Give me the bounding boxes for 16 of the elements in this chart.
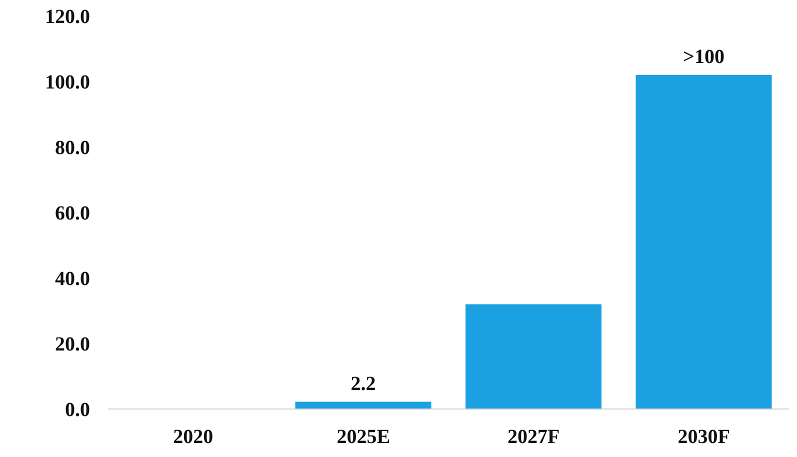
y-tick-label: 80.0 [55,137,90,160]
x-tick-label: 2025E [336,426,390,448]
y-tick-label: 40.0 [55,268,90,290]
data-label: 2.2 [350,372,376,395]
bar [466,304,602,409]
y-tick-label: 120.0 [45,6,90,28]
data-label: >100 [683,46,724,68]
y-tick-label: 0.0 [65,399,90,422]
y-tick-label: 100.0 [45,72,90,94]
y-tick-label: 60.0 [55,202,90,225]
y-tick-label: 20.0 [55,334,90,356]
bar [295,402,432,409]
x-tick-label: 2027F [508,426,560,448]
x-tick-label: 2030F [678,426,730,448]
x-tick-label: 2020 [173,426,214,448]
bar [636,74,772,409]
